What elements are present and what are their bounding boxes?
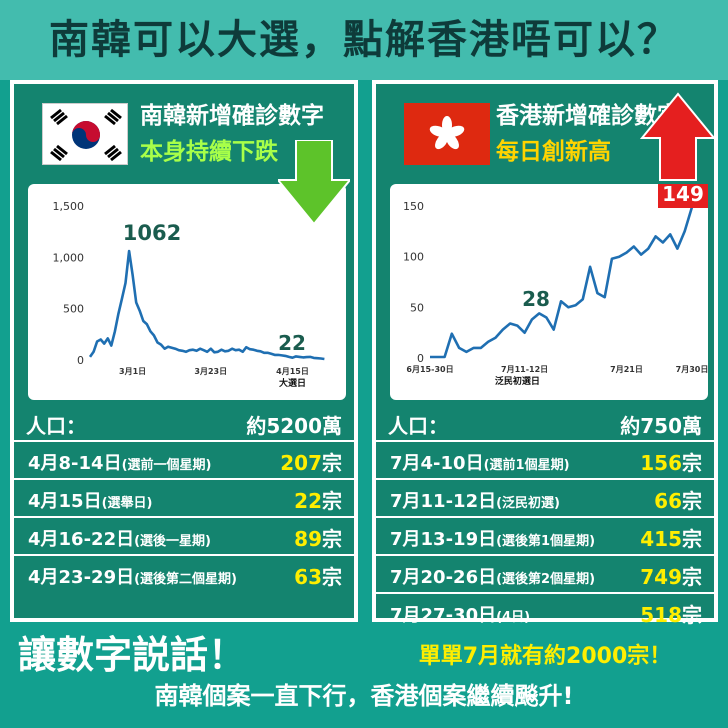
- row-date: 7月20-26日: [390, 567, 497, 588]
- y-tick-label: 150: [403, 200, 424, 213]
- y-tick-label: 0: [417, 352, 424, 365]
- hongkong-header: 香港新增確診數字 每日創新高: [386, 90, 708, 182]
- row-note: (選後一星期): [134, 534, 211, 549]
- row-note: (選舉日): [101, 496, 153, 511]
- hongkong-population: 人口： 約750萬: [388, 404, 702, 440]
- row-unit: 宗: [322, 451, 342, 475]
- x-tick-label: 7月11-12日: [501, 365, 548, 374]
- row-date: 7月13-19日: [390, 529, 497, 550]
- row-note: (選後第1個星期): [496, 534, 596, 549]
- row-note: (選前一個星期): [121, 458, 212, 473]
- row-count: 749: [640, 565, 682, 589]
- page-title: 南韓可以大選，點解香港唔可以？: [0, 0, 728, 80]
- row-unit: 宗: [682, 489, 702, 513]
- end-data-label: 149: [662, 184, 704, 206]
- population-label: 人口：: [26, 414, 86, 438]
- hongkong-row: 7月13-19日(選後第1個星期) 415宗: [376, 516, 714, 554]
- row-note: (選後第2個星期): [496, 572, 596, 587]
- population-value: 約750萬: [620, 414, 702, 438]
- hongkong-row: 7月11-12日(泛民初選) 66宗: [376, 478, 714, 516]
- y-tick-label: 50: [410, 301, 424, 314]
- row-count: 22: [294, 489, 322, 513]
- hongkong-title: 香港新增確診數字: [496, 103, 680, 129]
- row-unit: 宗: [322, 489, 342, 513]
- row-date: 4月8-14日: [28, 453, 122, 474]
- hongkong-july-total: 單單7月就有約2000宗！: [418, 644, 672, 669]
- x-tick-label: 7月21日: [610, 365, 643, 374]
- hongkong-row: 7月20-26日(選後第2個星期) 749宗: [376, 554, 714, 592]
- korea-header: 南韓新增確診數字 本身持續下跌: [24, 90, 348, 182]
- mid-data-label: 28: [522, 287, 550, 311]
- korea-flag-icon: [42, 103, 128, 165]
- population-value: 約5200萬: [246, 414, 342, 438]
- hongkong-row: 7月27-30日(4日) 518宗: [376, 592, 714, 630]
- korea-population: 人口： 約5200萬: [26, 404, 342, 440]
- row-count: 207: [280, 451, 322, 475]
- arrow-up-icon: [640, 92, 716, 181]
- x-tick-label: 3月1日: [119, 367, 146, 376]
- row-note: (泛民初選): [496, 496, 560, 511]
- row-note: (選前1個星期): [483, 458, 570, 473]
- x-annotation: 泛民初選日: [495, 375, 540, 387]
- korea-title: 南韓新增確診數字: [140, 103, 324, 129]
- end-label-box: [658, 184, 708, 208]
- y-tick-label: 100: [403, 251, 424, 264]
- hongkong-flag-icon: [404, 103, 490, 165]
- row-count: 63: [294, 565, 322, 589]
- row-date: 7月27-30日: [390, 605, 497, 626]
- row-count: 89: [294, 527, 322, 551]
- x-tick-label: 7月30日: [676, 365, 708, 374]
- row-date: 4月15日: [28, 491, 102, 512]
- korea-subtitle: 本身持續下跌: [140, 139, 278, 165]
- peak-data-label: 1062: [123, 221, 181, 245]
- series-line: [430, 206, 694, 359]
- y-tick-label: 0: [77, 354, 84, 367]
- korea-row: 4月8-14日(選前一個星期) 207宗: [14, 440, 354, 478]
- row-count: 518: [640, 603, 682, 627]
- row-unit: 宗: [322, 527, 342, 551]
- slogan: 讓數字説話！: [18, 633, 247, 677]
- row-date: 7月11-12日: [390, 491, 497, 512]
- y-tick-label: 1,500: [53, 200, 85, 213]
- row-unit: 宗: [322, 565, 342, 589]
- row-unit: 宗: [682, 565, 702, 589]
- korea-row: 4月16-22日(選後一星期) 89宗: [14, 516, 354, 554]
- korea-row: 4月15日(選舉日) 22宗: [14, 478, 354, 516]
- row-date: 4月16-22日: [28, 529, 135, 550]
- end-data-label: 22: [278, 331, 306, 355]
- hongkong-row: 7月4-10日(選前1個星期) 156宗: [376, 440, 714, 478]
- y-tick-label: 500: [63, 303, 84, 316]
- summary-line: 南韓個案一直下行，香港個案繼續飈升!: [154, 682, 574, 710]
- hongkong-chart-svg: 0 50 100 150 6月15-30日 7月11-12日 7月21日 7月30日泛民初選日…: [403, 184, 708, 387]
- x-tick-label: 6月15-30日: [406, 365, 453, 374]
- hongkong-panel: 香港新增確診數字 每日創新高 0 50 100 150 6月15-30日 7月11-12日…: [372, 80, 718, 669]
- hongkong-subtitle: 每日創新高: [496, 139, 611, 165]
- row-count: 156: [640, 451, 682, 475]
- korea-row: 4月23-29日(選後第二個星期) 63宗: [14, 554, 354, 592]
- row-unit: 宗: [682, 527, 702, 551]
- row-count: 66: [654, 489, 682, 513]
- population-label: 人口：: [388, 414, 448, 438]
- korea-chart: 0 500 1,000 1,500 3月1日 3月23日 4月15日 大選日 1062 22: [28, 184, 346, 400]
- row-note: (4日): [496, 610, 531, 625]
- x-annotation: 大選日: [279, 377, 306, 389]
- row-note: (選後第二個星期): [134, 572, 237, 587]
- row-date: 4月23-29日: [28, 567, 135, 588]
- row-date: 7月4-10日: [390, 453, 484, 474]
- y-tick-label: 1,000: [53, 251, 85, 264]
- row-unit: 宗: [682, 451, 702, 475]
- x-tick-label: 4月15日: [276, 367, 309, 376]
- x-tick-label: 3月23日: [194, 367, 227, 376]
- row-unit: 宗: [682, 603, 702, 627]
- arrow-down-icon: [278, 140, 350, 226]
- hongkong-chart: 0 50 100 150 6月15-30日 7月11-12日 7月21日 7月30日泛民初選日…: [390, 184, 708, 400]
- series-line: [88, 249, 325, 361]
- row-count: 415: [640, 527, 682, 551]
